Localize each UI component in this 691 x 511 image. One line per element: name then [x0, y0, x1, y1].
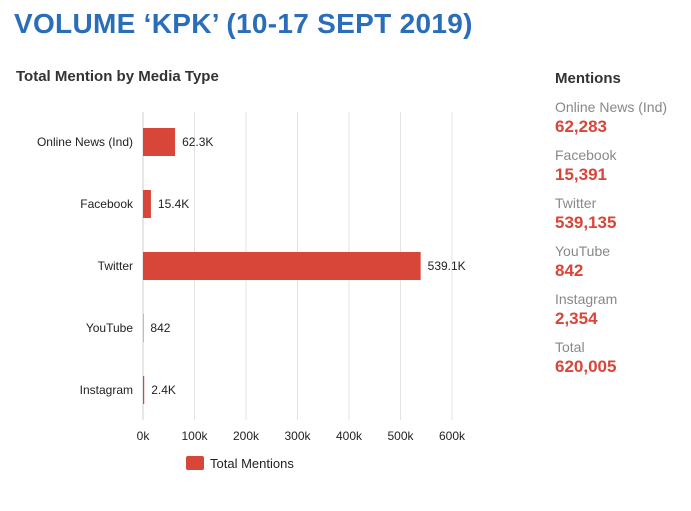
mentions-item-facebook: Facebook 15,391 [555, 147, 690, 186]
x-tick-label: 600k [439, 429, 466, 443]
legend-label: Total Mentions [210, 456, 294, 471]
x-tick-label: 400k [336, 429, 363, 443]
mentions-value: 62,283 [555, 117, 607, 136]
bar [143, 376, 145, 404]
bar-chart: 0k 100k 200k 300k 400k 500k 600k Online News (I… [37, 112, 466, 471]
mentions-item-total: Total 620,005 [555, 339, 690, 378]
x-tick-label: 0k [137, 429, 151, 443]
x-tick-label: 500k [387, 429, 414, 443]
mentions-item-twitter: Twitter 539,135 [555, 195, 690, 234]
mentions-value: 620,005 [555, 357, 617, 376]
mentions-label: YouTube [555, 243, 611, 259]
data-label: 539.1K [428, 259, 466, 273]
category-label: Twitter [98, 259, 133, 273]
mentions-label: Total [555, 339, 585, 355]
mentions-label: Instagram [555, 291, 618, 307]
mentions-value: 539,135 [555, 213, 617, 232]
mentions-panel: Mentions Online News (Ind) 62,283 Facebo… [555, 70, 690, 387]
bar [143, 252, 421, 280]
x-tick-label: 100k [181, 429, 208, 443]
category-label: Online News (Ind) [37, 135, 133, 149]
data-label: 15.4K [158, 197, 189, 211]
mentions-heading: Mentions [555, 70, 621, 87]
mentions-item-youtube: YouTube 842 [555, 243, 690, 282]
mentions-label: Facebook [555, 147, 617, 163]
x-tick-label: 300k [284, 429, 311, 443]
chart-title: Total Mention by Media Type [16, 68, 219, 85]
mentions-value: 842 [555, 261, 584, 280]
data-label: 842 [150, 321, 170, 335]
data-label: 2.4K [151, 383, 176, 397]
mentions-item-online-news: Online News (Ind) 62,283 [555, 99, 690, 138]
bar [143, 128, 176, 156]
bar [143, 190, 151, 218]
page-title: VOLUME ‘KPK’ (10-17 SEPT 2019) [14, 8, 473, 39]
x-tick-label: 200k [233, 429, 260, 443]
legend-swatch [186, 456, 204, 470]
mentions-value: 2,354 [555, 309, 598, 328]
mentions-label: Online News (Ind) [555, 99, 668, 115]
mentions-item-instagram: Instagram 2,354 [555, 291, 690, 330]
category-label: Instagram [80, 383, 133, 397]
mentions-label: Twitter [555, 195, 597, 211]
data-label: 62.3K [182, 135, 213, 149]
category-label: YouTube [86, 321, 133, 335]
mentions-value: 15,391 [555, 165, 607, 184]
category-label: Facebook [80, 197, 134, 211]
